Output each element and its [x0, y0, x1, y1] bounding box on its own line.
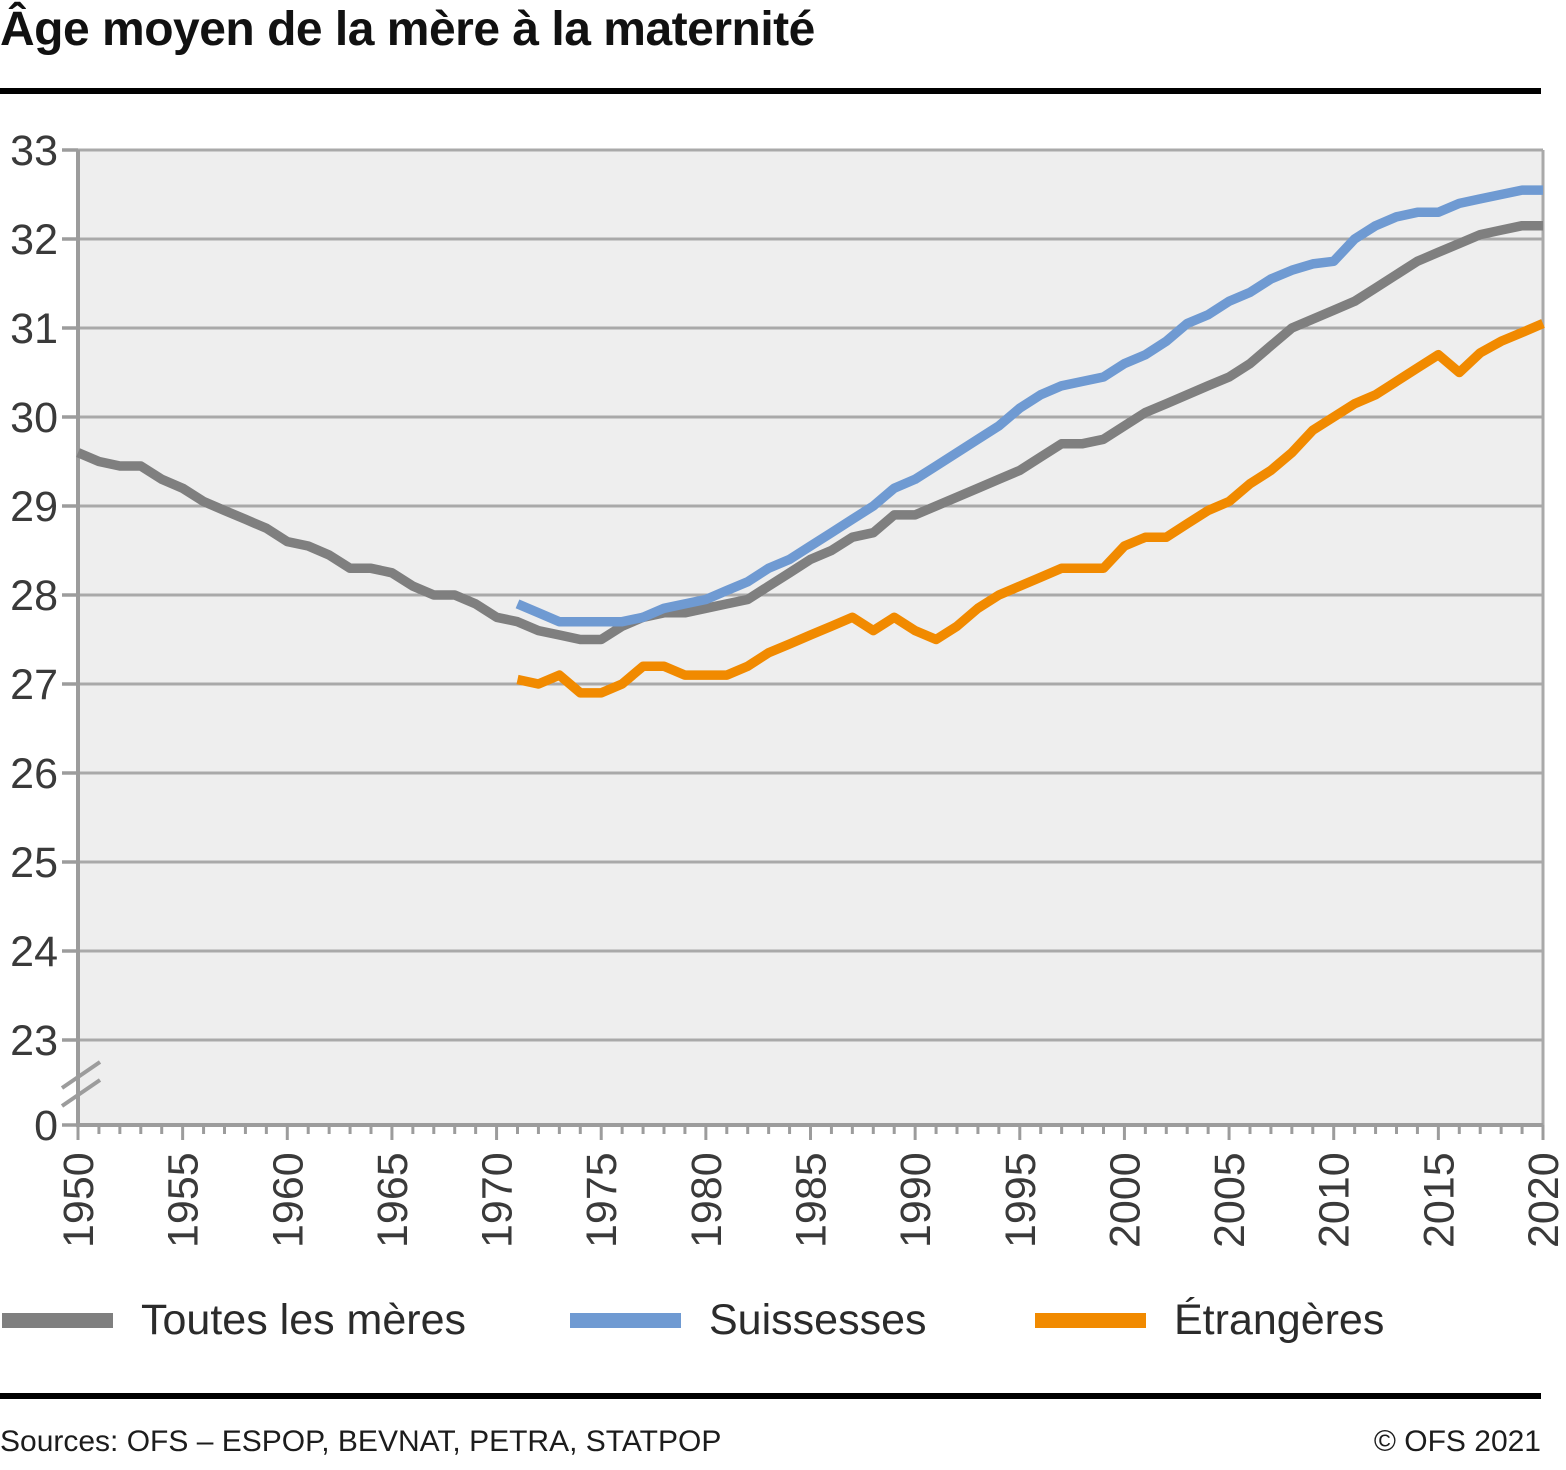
legend-item-suissesses: Suissesses: [570, 1294, 926, 1346]
series-line-suissesses: [515, 185, 1543, 627]
x-tick-label-1960: 1960: [264, 1152, 312, 1248]
x-tick-label-2015: 2015: [1415, 1152, 1463, 1248]
sources-text: Sources: OFS – ESPOP, BEVNAT, PETRA, STA…: [0, 1425, 722, 1458]
legend-item-toutes-les-meres: Toutes les mères: [2, 1294, 466, 1346]
legend-label: Toutes les mères: [141, 1295, 467, 1344]
title-rule: [0, 88, 1541, 94]
x-tick-label-1950: 1950: [55, 1152, 103, 1248]
x-tick-label-1965: 1965: [369, 1152, 417, 1248]
legend-item-etrangeres: Étrangères: [1035, 1294, 1384, 1346]
x-tick-label-2020: 2020: [1520, 1152, 1566, 1248]
legend-swatch-blue: [570, 1312, 681, 1328]
x-tick-label-1990: 1990: [892, 1152, 940, 1248]
x-tick-label-2005: 2005: [1206, 1152, 1254, 1248]
x-tick-label-1955: 1955: [160, 1152, 208, 1248]
x-tick-label-1975: 1975: [578, 1152, 626, 1248]
legend-label: Étrangères: [1174, 1295, 1385, 1344]
y-tick-label-0: 0: [34, 1102, 58, 1150]
y-tick-label-28: 28: [10, 572, 58, 620]
x-tick-label-2010: 2010: [1311, 1152, 1359, 1248]
y-tick-label-25: 25: [10, 839, 58, 887]
legend-swatch-gray: [2, 1312, 113, 1328]
chart-legend: Toutes les mères Suissesses Étrangères: [0, 1294, 1541, 1346]
y-tick-label-24: 24: [10, 928, 58, 976]
y-tick-label-26: 26: [10, 750, 58, 798]
legend-label: Suissesses: [709, 1295, 927, 1344]
y-tick-label-23: 23: [10, 1017, 58, 1065]
footer: Sources: OFS – ESPOP, BEVNAT, PETRA, STA…: [0, 1425, 1541, 1459]
y-tick-label-33: 33: [10, 127, 58, 175]
y-tick-label-32: 32: [10, 216, 58, 264]
series-line-etrangeres: [516, 319, 1545, 698]
x-tick-label-1980: 1980: [683, 1152, 731, 1248]
y-tick-label-30: 30: [10, 394, 58, 442]
series-line-toutes-les-meres: [76, 220, 1543, 645]
x-tick-label-1970: 1970: [474, 1152, 522, 1248]
axis-break-slash-1: [60, 1060, 102, 1090]
page-title: Âge moyen de la mère à la maternité: [0, 3, 815, 56]
x-tick-label-1995: 1995: [997, 1152, 1045, 1248]
x-tick-label-1985: 1985: [788, 1152, 836, 1248]
y-tick-label-27: 27: [10, 661, 58, 709]
x-tick-label-2000: 2000: [1101, 1152, 1149, 1248]
y-tick-label-29: 29: [10, 483, 58, 531]
axis-break-slash-2: [60, 1078, 102, 1108]
y-tick-label-31: 31: [10, 305, 58, 353]
legend-swatch-orange: [1035, 1312, 1146, 1328]
footer-rule: [0, 1393, 1541, 1399]
copyright-text: © OFS 2021: [1373, 1425, 1541, 1458]
